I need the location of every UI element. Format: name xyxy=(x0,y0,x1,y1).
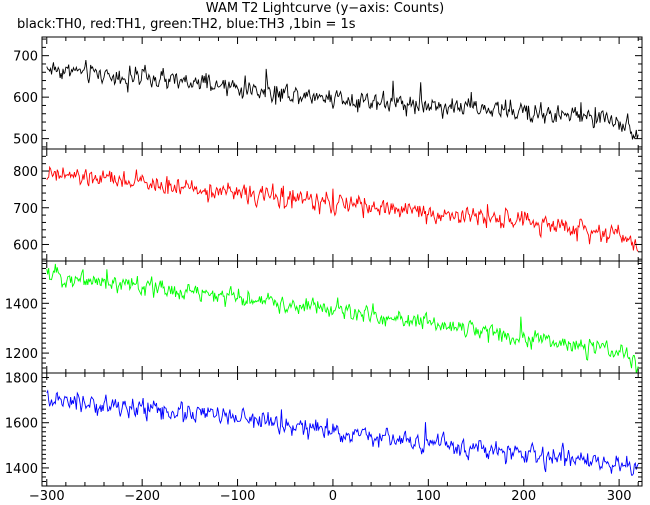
chart-title: WAM T2 Lightcurve (y−axis: Counts) xyxy=(205,1,445,16)
x-tick-label: 200 xyxy=(511,489,536,504)
panels-layer: 500 600 700 600 700 800 1200 1400 1400 1600 1800 xyxy=(5,36,643,487)
y-tick-label: 1400 xyxy=(5,297,38,312)
series-line-th3 xyxy=(46,389,639,476)
panel-frame xyxy=(41,372,643,487)
y-tick-label: 1800 xyxy=(5,372,38,387)
y-tick-label: 600 xyxy=(13,91,38,106)
y-tick-label: 700 xyxy=(13,50,38,65)
y-tick-label: 1600 xyxy=(5,417,38,432)
series-line-th2 xyxy=(46,263,639,373)
x-tick-label: 300 xyxy=(607,489,632,504)
y-tick-label: 600 xyxy=(13,238,38,253)
x-tick-label: 100 xyxy=(416,489,441,504)
chart-subtitle: black:TH0, red:TH1, green:TH2, blue:TH3 … xyxy=(17,17,356,32)
panel-frame xyxy=(41,36,643,150)
panel-th3: 1400 1600 1800 xyxy=(5,372,643,487)
x-tick-label: −200 xyxy=(124,489,160,504)
y-tick-label: 700 xyxy=(13,202,38,217)
series-line-th1 xyxy=(46,165,639,252)
panel-frame xyxy=(41,260,643,374)
x-tick-label: −100 xyxy=(220,489,256,504)
x-tick-label: 0 xyxy=(329,489,337,504)
x-axis: −300 −200 −100 0 100 200 300 xyxy=(29,489,632,504)
y-tick-label: 1200 xyxy=(5,347,38,362)
panel-th2: 1200 1400 xyxy=(5,260,643,374)
y-tick-label: 1400 xyxy=(5,462,38,477)
series-line-th0 xyxy=(46,60,639,140)
panel-frame xyxy=(41,148,643,262)
y-tick-label: 500 xyxy=(13,133,38,148)
y-tick-label: 800 xyxy=(13,165,38,180)
panel-th0: 500 600 700 xyxy=(13,36,643,150)
panel-th1: 600 700 800 xyxy=(13,148,643,262)
x-tick-label: −300 xyxy=(29,489,65,504)
